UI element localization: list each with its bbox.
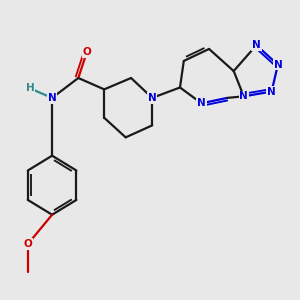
Text: N: N [48, 93, 56, 103]
Text: N: N [267, 87, 276, 97]
Text: O: O [23, 239, 32, 249]
Text: N: N [274, 60, 282, 70]
Text: N: N [252, 40, 261, 50]
Text: N: N [239, 91, 248, 101]
Text: N: N [148, 93, 157, 103]
Text: N: N [197, 98, 206, 108]
Text: O: O [82, 47, 91, 57]
Text: H: H [26, 83, 34, 93]
